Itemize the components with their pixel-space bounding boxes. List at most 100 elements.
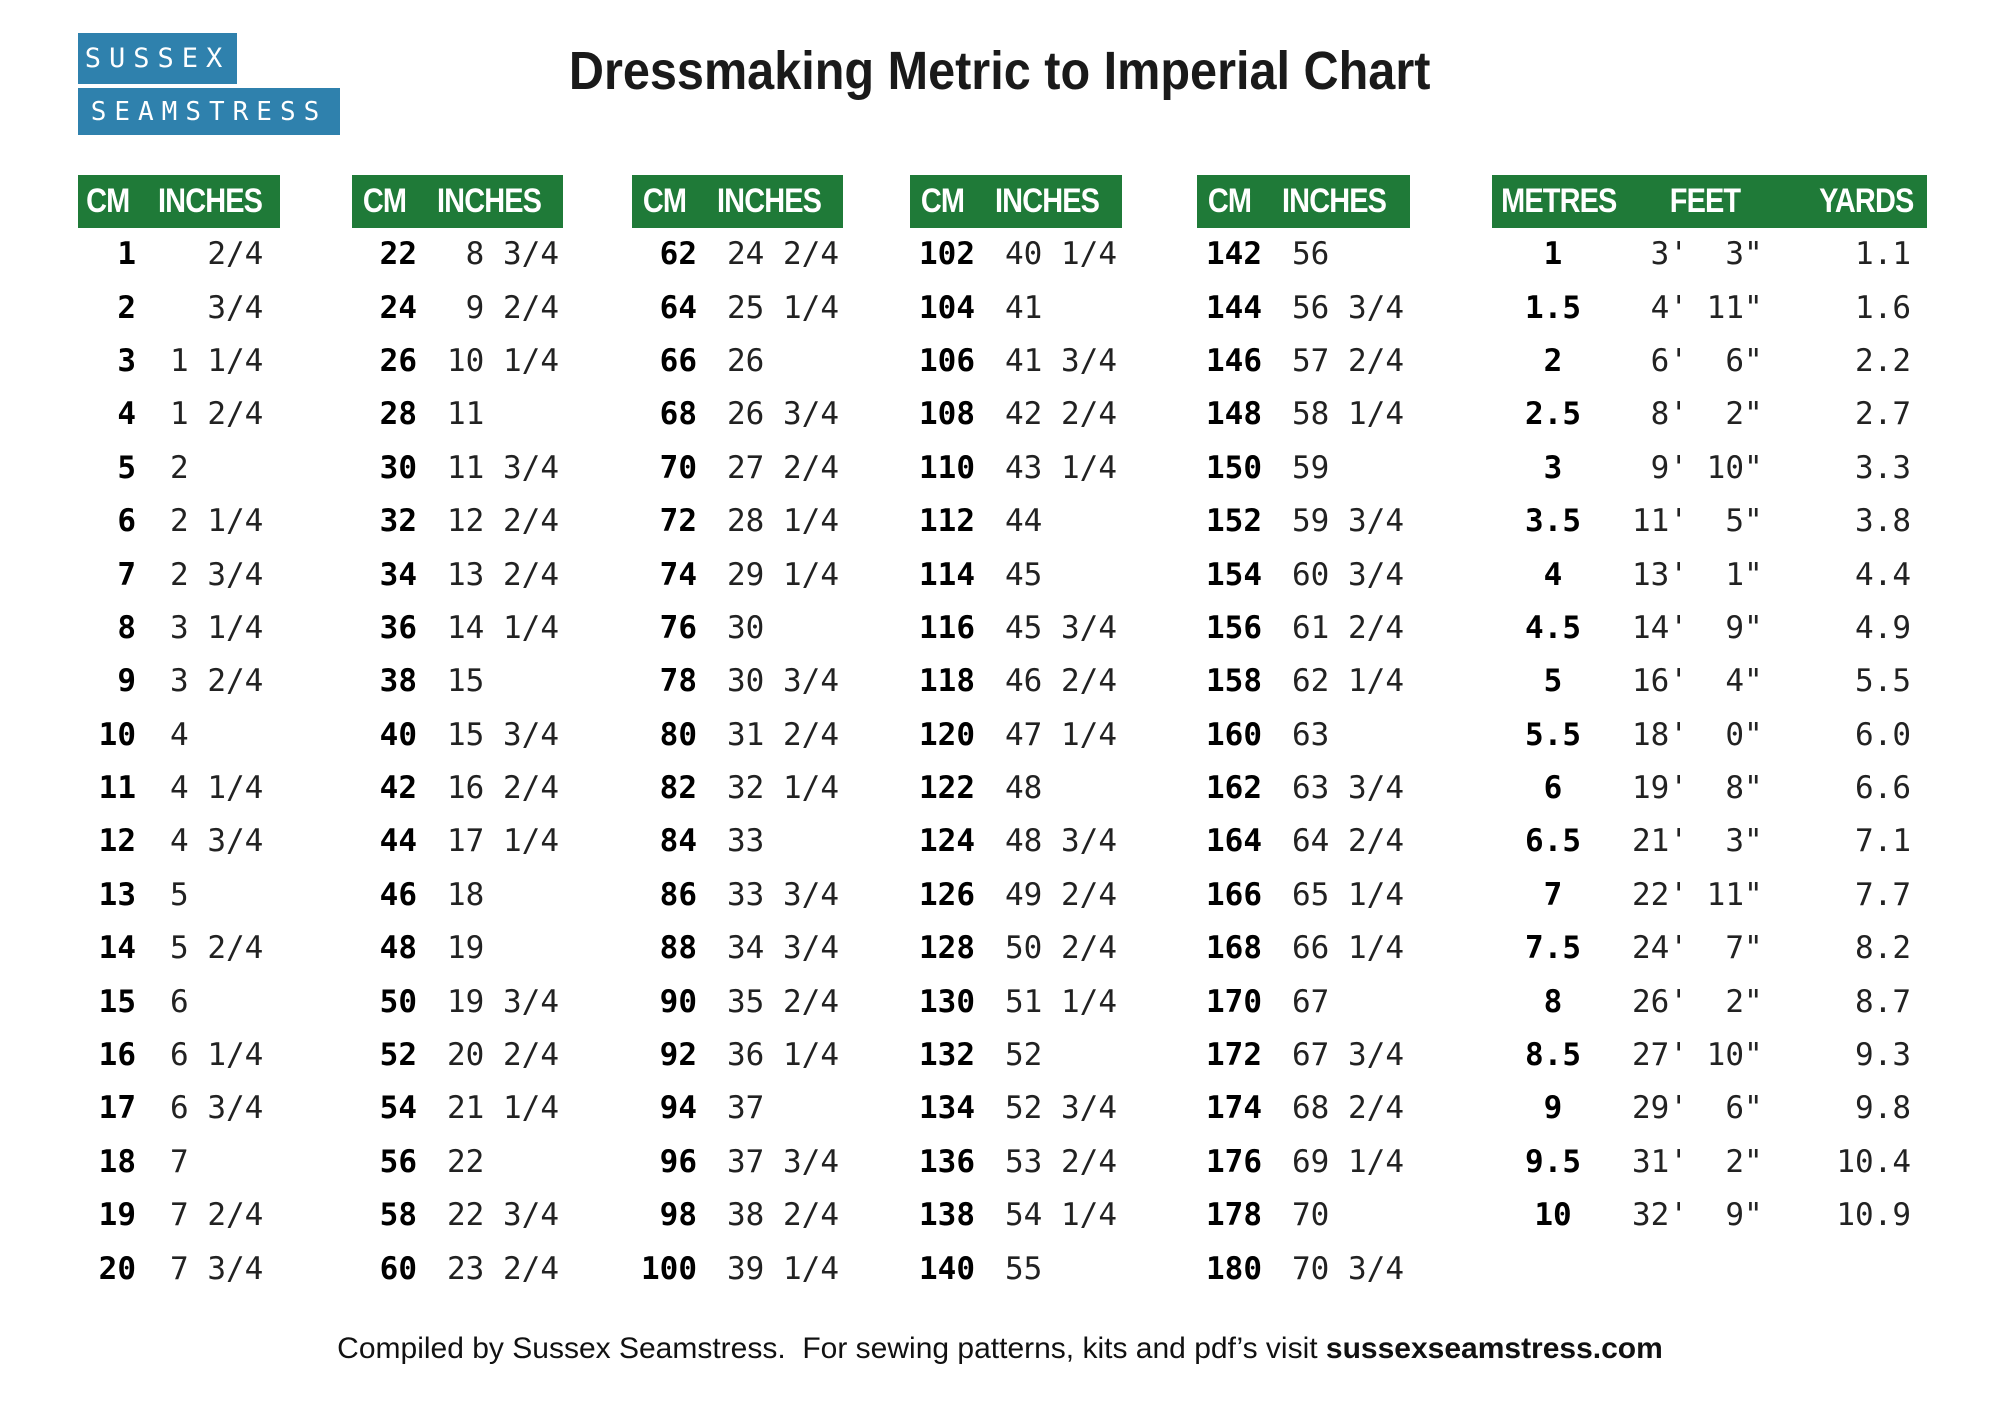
feet-value: 4' 11" (1632, 289, 1763, 326)
cm-value: 146 (1206, 342, 1262, 379)
table-row: 160 63 (1197, 709, 1410, 762)
inches-value: 11 (447, 396, 485, 433)
table-row: 158 62 1/4 (1197, 655, 1410, 708)
column-header-metres: METRES (1501, 182, 1617, 220)
table-row: 58 22 3/4 (352, 1189, 563, 1242)
cm-value: 52 (379, 1037, 417, 1074)
cm-value: 11 (98, 770, 136, 807)
table-row: 118 46 2/4 (910, 655, 1122, 708)
inches-value: 13 2/4 (447, 556, 559, 593)
inches-value: 52 (1005, 1037, 1043, 1074)
inches-value: 47 1/4 (1005, 716, 1117, 753)
table-header: CM INCHES (78, 175, 280, 228)
inches-value: 43 1/4 (1005, 449, 1117, 486)
metres-value: 1 (1543, 236, 1563, 273)
logo-sussex: SUSSEX (78, 33, 237, 84)
table-row: 98 38 2/4 (632, 1189, 843, 1242)
column-header-inches: INCHES (437, 182, 542, 220)
inches-value: 12 2/4 (447, 503, 559, 540)
table-row: 138 54 1/4 (910, 1189, 1122, 1242)
column-header-yards: YARDS (1819, 182, 1914, 220)
cm-value: 8 (117, 609, 136, 646)
cm-value: 10 (98, 716, 136, 753)
cm-value: 84 (659, 823, 697, 860)
table-header: CM INCHES (632, 175, 843, 228)
footer-website: sussexseamstress.com (1325, 1332, 1663, 1365)
metres-value: 6 (1543, 770, 1563, 807)
table-row: 42 16 2/4 (352, 762, 563, 815)
inches-value: 6 1/4 (170, 1037, 264, 1074)
cm-value: 12 (98, 823, 136, 860)
feet-value: 13' 1" (1632, 556, 1763, 593)
cm-value: 118 (919, 663, 975, 700)
cm-value: 15 (98, 983, 136, 1020)
inches-value: 25 1/4 (727, 289, 839, 326)
inches-value: 37 (727, 1090, 765, 1127)
feet-value: 3' 3" (1632, 236, 1763, 273)
logo-line2: SEAMSTRESS (90, 96, 328, 127)
table-row: 34 13 2/4 (352, 548, 563, 601)
cm-value: 19 (98, 1197, 136, 1234)
inches-value: 24 2/4 (727, 236, 839, 273)
inches-value: 6 (170, 983, 189, 1020)
cm-value: 5 (117, 449, 136, 486)
table-row: 6 19' 8" 6.6 (1492, 762, 1927, 815)
feet-value: 11' 5" (1632, 503, 1763, 540)
inches-value: 70 (1292, 1197, 1330, 1234)
cm-value: 98 (659, 1197, 697, 1234)
table-header: CM INCHES (1197, 175, 1410, 228)
inches-value: 59 (1292, 449, 1330, 486)
table-row: 140 55 (910, 1242, 1122, 1295)
inches-value: 56 (1292, 236, 1330, 273)
cm-value: 162 (1206, 770, 1262, 807)
metres-table: METRES FEET YARDS 1 3' 3" 1.1 1.5 4' 11" 1.… (1492, 175, 1927, 1242)
yards-value: 4.4 (1855, 556, 1911, 593)
table-row: 152 59 3/4 (1197, 495, 1410, 548)
cm-value: 62 (659, 236, 697, 273)
yards-value: 6.0 (1855, 716, 1911, 753)
cm-value: 154 (1206, 556, 1262, 593)
table-row: 56 22 (352, 1136, 563, 1189)
inches-value: 36 1/4 (727, 1037, 839, 1074)
cm-value: 4 (117, 396, 136, 433)
table-row: 66 26 (632, 335, 843, 388)
table-row: 168 66 1/4 (1197, 922, 1410, 975)
table-row: 10 32' 9" 10.9 (1492, 1189, 1927, 1242)
cm-value: 138 (919, 1197, 975, 1234)
inches-value: 37 3/4 (727, 1143, 839, 1180)
table-row: 146 57 2/4 (1197, 335, 1410, 388)
inches-value: 11 3/4 (447, 449, 559, 486)
table-row: 3 1 1/4 (78, 335, 280, 388)
inches-value: 2/4 (170, 236, 264, 273)
yards-value: 8.2 (1855, 930, 1911, 967)
table-row: 64 25 1/4 (632, 281, 843, 334)
table-row: 20 7 3/4 (78, 1242, 280, 1295)
inches-value: 51 1/4 (1005, 983, 1117, 1020)
cm-table-4: CM INCHES 102 40 1/4 104 41 106 41 3/4 108 42 2… (910, 175, 1122, 1296)
cm-value: 9 (117, 663, 136, 700)
feet-value: 32' 9" (1632, 1197, 1763, 1234)
inches-value: 26 (727, 342, 765, 379)
table-row: 150 59 (1197, 442, 1410, 495)
inches-value: 28 1/4 (727, 503, 839, 540)
inches-value: 35 2/4 (727, 983, 839, 1020)
metres-value: 9.5 (1525, 1143, 1581, 1180)
table-row: 3 9' 10" 3.3 (1492, 442, 1927, 495)
table-row: 72 28 1/4 (632, 495, 843, 548)
inches-value: 67 3/4 (1292, 1037, 1404, 1074)
cm-value: 56 (379, 1143, 417, 1180)
cm-value: 140 (919, 1250, 975, 1287)
table-row: 1.5 4' 11" 1.6 (1492, 281, 1927, 334)
table-row: 126 49 2/4 (910, 869, 1122, 922)
table-row: 164 64 2/4 (1197, 815, 1410, 868)
table-row: 9.5 31' 2" 10.4 (1492, 1136, 1927, 1189)
yards-value: 5.5 (1855, 663, 1911, 700)
cm-value: 40 (379, 716, 417, 753)
table-row: 132 52 (910, 1029, 1122, 1082)
inches-value: 63 3/4 (1292, 770, 1404, 807)
cm-value: 64 (659, 289, 697, 326)
cm-value: 122 (919, 770, 975, 807)
metres-value: 5 (1543, 663, 1563, 700)
cm-value: 42 (379, 770, 417, 807)
inches-value: 4 3/4 (170, 823, 264, 860)
